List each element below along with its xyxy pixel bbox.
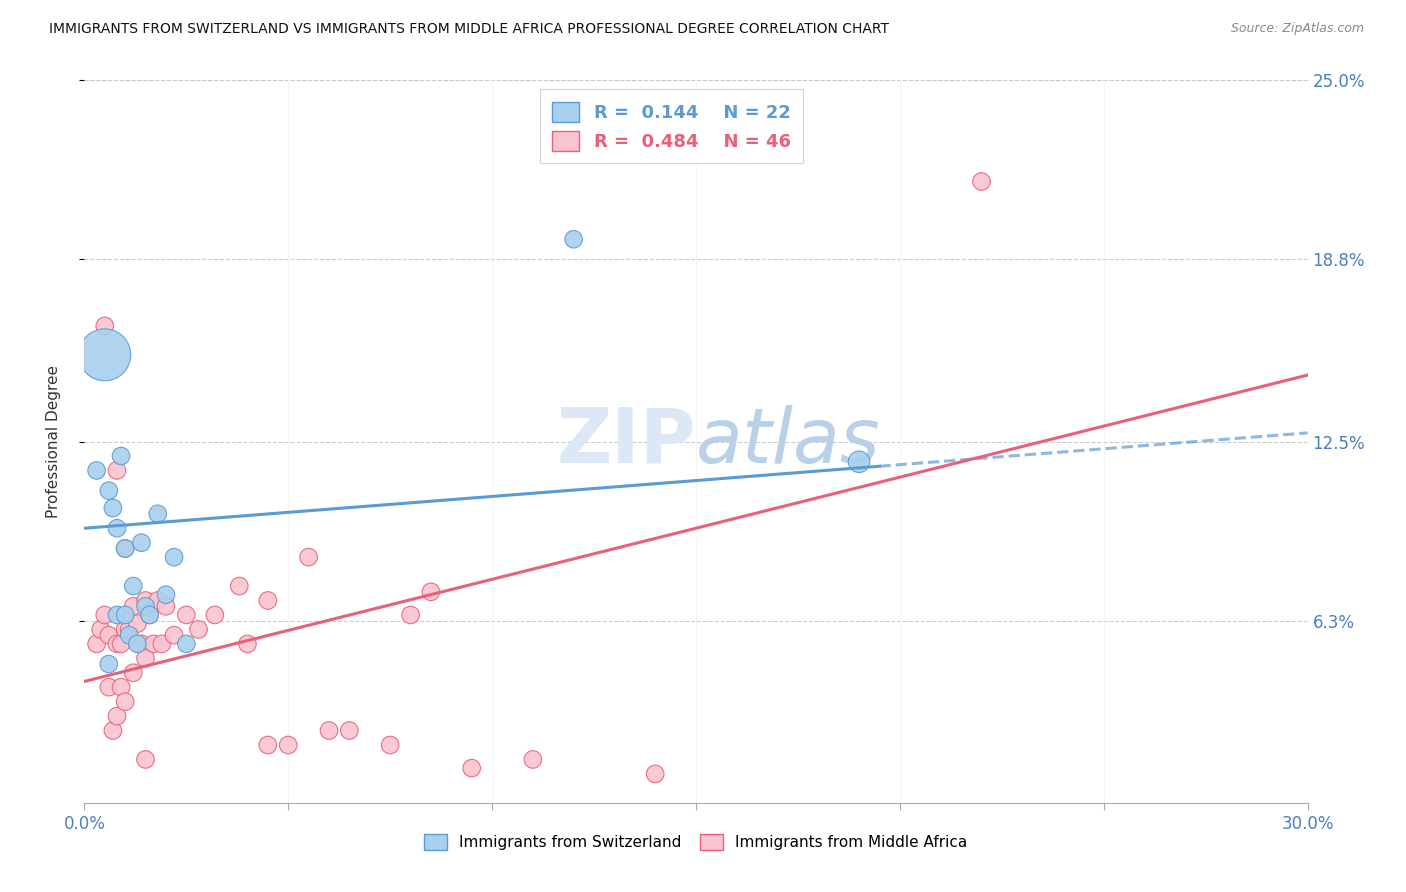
Point [146,593,169,607]
Point [110,680,132,694]
Point [110,637,132,651]
Point [97,483,120,498]
Point [399,607,422,622]
Point [122,579,145,593]
Point [114,695,136,709]
Point [97,680,120,694]
Point [118,628,141,642]
Point [131,637,153,651]
Point [146,507,169,521]
Point [127,616,149,631]
Point [562,232,585,246]
Legend: Immigrants from Switzerland, Immigrants from Middle Africa: Immigrants from Switzerland, Immigrants … [418,829,974,856]
Text: ZIP: ZIP [557,405,696,478]
Point [127,637,149,651]
Point [105,521,128,535]
Point [114,623,136,637]
Point [155,599,177,614]
Point [277,738,299,752]
Text: atlas: atlas [696,405,880,478]
Point [236,637,259,651]
Point [848,455,870,469]
Point [105,607,128,622]
Point [187,623,209,637]
Point [93,607,115,622]
Point [93,348,115,362]
Point [118,623,141,637]
Point [135,752,157,766]
Point [257,593,280,607]
Point [105,637,128,651]
Point [298,550,321,565]
Point [228,579,250,593]
Point [257,738,280,752]
Point [86,463,108,477]
Point [522,752,544,766]
Point [155,588,177,602]
Point [122,599,145,614]
Point [131,535,153,549]
Point [380,738,402,752]
Point [135,651,157,665]
Point [101,723,124,738]
Point [420,584,443,599]
Point [163,550,186,565]
Point [135,593,157,607]
Point [339,723,361,738]
Point [122,665,145,680]
Point [105,709,128,723]
Point [114,541,136,556]
Text: IMMIGRANTS FROM SWITZERLAND VS IMMIGRANTS FROM MIDDLE AFRICA PROFESSIONAL DEGREE: IMMIGRANTS FROM SWITZERLAND VS IMMIGRANT… [49,22,889,37]
Point [150,637,173,651]
Point [101,501,124,516]
Point [105,463,128,477]
Point [174,607,197,622]
Point [204,607,226,622]
Point [138,607,160,622]
Point [135,599,157,614]
Point [163,628,186,642]
Point [142,637,165,651]
Point [97,657,120,671]
Point [970,174,993,188]
Point [114,541,136,556]
Point [644,767,666,781]
Point [138,607,160,622]
Y-axis label: Professional Degree: Professional Degree [46,365,60,518]
Point [86,637,108,651]
Point [110,449,132,463]
Text: Source: ZipAtlas.com: Source: ZipAtlas.com [1230,22,1364,36]
Point [97,628,120,642]
Point [174,637,197,651]
Point [90,623,112,637]
Point [318,723,340,738]
Point [461,761,484,775]
Point [114,607,136,622]
Point [93,318,115,333]
